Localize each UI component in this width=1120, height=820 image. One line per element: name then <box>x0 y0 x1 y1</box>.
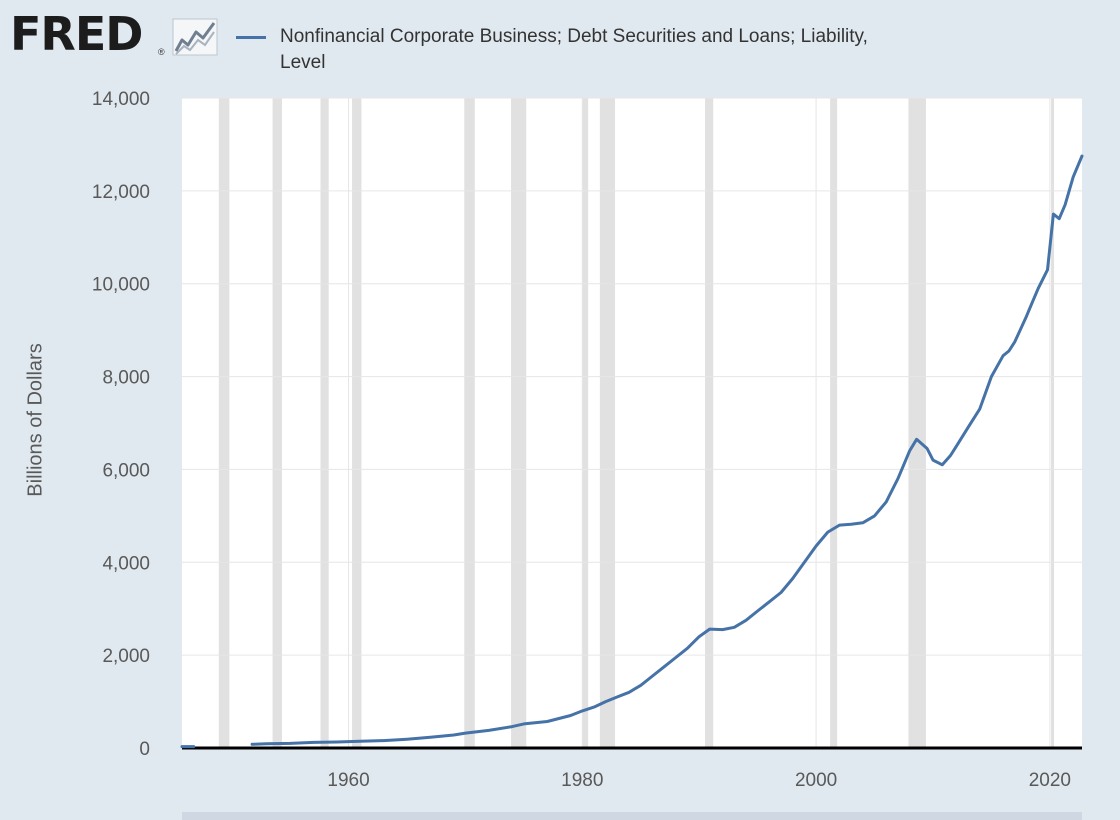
y-tick-label-6: 12,000 <box>92 182 150 203</box>
chart-trend-icon <box>172 18 218 56</box>
recession-band-11 <box>1051 98 1055 748</box>
recession-band-3 <box>352 98 362 748</box>
recession-band-8 <box>705 98 714 748</box>
x-tick-label-2: 2000 <box>795 770 837 791</box>
recession-band-1 <box>272 98 282 748</box>
recession-band-4 <box>464 98 475 748</box>
recession-band-7 <box>599 98 616 748</box>
recession-band-9 <box>830 98 838 748</box>
chart-header: FRED ® Nonfinancial Corporate Business; … <box>0 0 1120 90</box>
legend-series-label: Nonfinancial Corporate Business; Debt Se… <box>280 26 868 73</box>
y-tick-label-5: 10,000 <box>92 275 150 296</box>
y-tick-label-0: 0 <box>139 739 150 760</box>
fred-logo[interactable]: FRED <box>10 7 143 61</box>
recession-band-10 <box>908 98 926 748</box>
recession-band-6 <box>582 98 589 748</box>
recession-band-0 <box>218 98 230 748</box>
series-line-0-segment-1 <box>250 154 1084 746</box>
y-tick-label-3: 6,000 <box>102 460 150 481</box>
y-tick-label-7: 14,000 <box>92 89 150 110</box>
y-tick-label-1: 2,000 <box>102 646 150 667</box>
legend-swatch <box>236 36 266 39</box>
chart-footer-bar <box>182 812 1082 820</box>
x-tick-label-1: 1980 <box>561 770 603 791</box>
y-tick-label-2: 4,000 <box>102 553 150 574</box>
x-tick-label-0: 1960 <box>327 770 369 791</box>
plot-area <box>182 98 1082 748</box>
recession-band-5 <box>511 98 527 748</box>
x-tick-label-3: 2020 <box>1029 770 1071 791</box>
recession-band-2 <box>320 98 329 748</box>
fred-logo-registered-mark: ® <box>158 47 165 57</box>
y-tick-label-4: 8,000 <box>102 368 150 389</box>
